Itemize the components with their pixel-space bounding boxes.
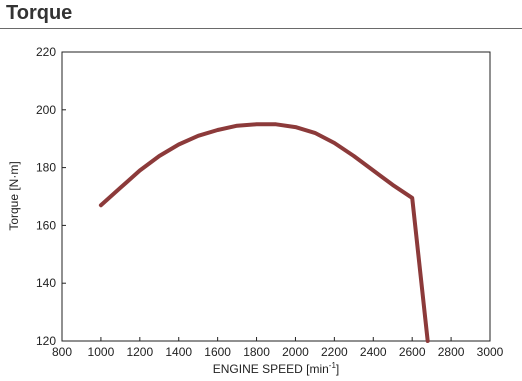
x-axis-label-main: ENGINE SPEED [min xyxy=(213,362,329,376)
x-tick-label: 800 xyxy=(52,345,72,359)
y-tick-label: 120 xyxy=(36,334,56,348)
x-tick-label: 1400 xyxy=(165,345,192,359)
torque-curve-line xyxy=(98,122,430,343)
x-tick-label: 2000 xyxy=(282,345,309,359)
x-axis-label: ENGINE SPEED [min-1] xyxy=(213,361,340,376)
x-tick-label: 2400 xyxy=(360,345,387,359)
page-title: Torque xyxy=(6,2,73,24)
x-tick-label: 1000 xyxy=(88,345,115,359)
series-layer xyxy=(98,122,430,343)
y-tick-label: 180 xyxy=(36,161,56,175)
x-tick-label: 1600 xyxy=(204,345,231,359)
x-axis-label-end: ] xyxy=(336,362,339,376)
x-axis-label-sup: -1 xyxy=(329,361,337,370)
y-tick-label: 220 xyxy=(36,45,56,59)
x-tick-label: 2800 xyxy=(438,345,465,359)
y-tick-label: 200 xyxy=(36,103,56,117)
x-tick-label: 1800 xyxy=(243,345,270,359)
x-tick-label: 2200 xyxy=(321,345,348,359)
plot-frame xyxy=(61,51,491,342)
y-axis-label: Torque [N·m] xyxy=(7,161,21,230)
title-divider xyxy=(0,28,522,29)
x-axis-ticks: 800 1000 1200 1400 1600 1800 2000 2200 2400 2600 2… xyxy=(52,337,504,359)
y-axis-ticks: 120 140 160 180 200 220 xyxy=(36,45,66,348)
y-tick-label: 140 xyxy=(36,276,56,290)
y-tick-label: 160 xyxy=(36,218,56,232)
x-tick-label: 1200 xyxy=(126,345,153,359)
x-tick-label: 2600 xyxy=(399,345,426,359)
x-tick-label: 3000 xyxy=(477,345,504,359)
